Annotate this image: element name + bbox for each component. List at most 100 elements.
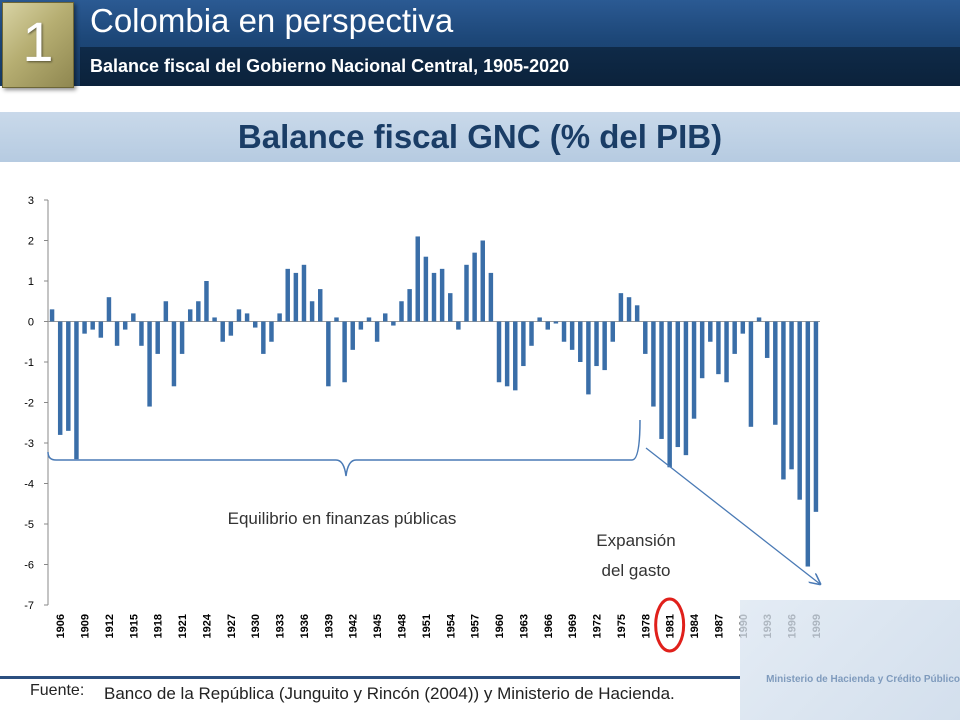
bar-1989 (732, 321, 737, 354)
x-tick-label-1921: 1921 (177, 614, 189, 638)
bar-1991 (748, 321, 754, 427)
bar-1911 (98, 321, 104, 338)
bar-1915 (131, 313, 136, 322)
bar-1972 (594, 321, 599, 367)
expansion-arrow (645, 447, 820, 584)
header-bar (0, 0, 960, 86)
bar-1934 (285, 268, 290, 322)
x-tick-label-1912: 1912 (104, 614, 116, 638)
bar-1981 (667, 321, 672, 468)
bar-1940 (334, 317, 339, 322)
y-tick-label: -5 (24, 519, 34, 531)
bar-1917 (147, 321, 152, 407)
y-tick-label: -3 (24, 438, 34, 450)
y-tick-label: -6 (24, 560, 34, 572)
y-tick-label: -1 (24, 357, 34, 369)
bar-1956 (464, 264, 469, 322)
x-tick-label-1987: 1987 (713, 614, 725, 638)
x-tick-label-1966: 1966 (543, 614, 555, 638)
bar-1918 (155, 321, 160, 354)
bar-1942 (350, 321, 355, 350)
x-tick-label-1948: 1948 (396, 614, 408, 638)
bar-1975 (618, 293, 624, 322)
bar-series (49, 236, 819, 567)
bar-1984 (691, 321, 697, 419)
highlight-circle-1981 (654, 597, 686, 653)
bar-1926 (220, 321, 225, 342)
page-title: Colombia en perspectiva (90, 2, 454, 39)
bar-1970 (578, 321, 583, 362)
bar-1979 (651, 321, 656, 407)
x-tick-label-1984: 1984 (689, 613, 701, 638)
bar-1964 (529, 321, 534, 346)
x-tick-label-1942: 1942 (348, 614, 360, 638)
bar-1987 (716, 321, 721, 375)
bar-1958 (480, 240, 485, 322)
bar-1982 (675, 321, 681, 448)
bar-1929 (244, 313, 250, 322)
bar-1976 (626, 297, 632, 322)
bar-1905 (49, 309, 55, 322)
bar-1999 (813, 321, 819, 512)
x-tick-label-1939: 1939 (323, 614, 335, 638)
x-tick-label-1924: 1924 (201, 613, 213, 638)
bar-1985 (699, 321, 705, 379)
bar-1968 (561, 321, 567, 342)
bar-1996 (789, 321, 794, 470)
x-tick-label-1957: 1957 (470, 614, 482, 638)
bar-1992 (756, 317, 762, 322)
bar-1965 (537, 317, 542, 322)
bar-1919 (163, 301, 169, 322)
y-tick-label: 3 (28, 195, 34, 207)
bar-1971 (586, 321, 591, 395)
bar-1969 (569, 321, 575, 350)
bar-1967 (553, 321, 559, 324)
x-tick-label-1951: 1951 (421, 614, 433, 638)
bar-1948 (399, 301, 404, 322)
bar-1931 (261, 321, 266, 354)
x-tick-label-1906: 1906 (55, 614, 67, 638)
bar-1922 (187, 309, 193, 322)
source-label: Fuente: (30, 682, 85, 699)
bar-1927 (228, 321, 234, 336)
bar-1944 (366, 317, 372, 322)
bar-1954 (448, 293, 453, 322)
bar-1955 (456, 321, 461, 330)
bar-1946 (383, 313, 388, 322)
x-tick-label-1960: 1960 (494, 614, 506, 638)
x-tick-label-1945: 1945 (372, 614, 384, 638)
bar-1990 (740, 321, 746, 334)
x-tick-label-1933: 1933 (275, 614, 287, 638)
bar-1949 (407, 289, 412, 322)
annotation-equilibrio: Equilibrio en finanzas públicas (228, 509, 457, 528)
header-subtitle-band (80, 47, 960, 86)
bar-1912 (106, 297, 112, 322)
bar-1933 (277, 313, 282, 322)
bar-1963 (521, 321, 526, 367)
x-tick-label-1978: 1978 (640, 614, 652, 638)
x-tick-label-1975: 1975 (616, 614, 628, 638)
bar-1913 (114, 321, 120, 346)
bar-1977 (634, 305, 640, 322)
bar-1945 (374, 321, 380, 342)
x-tick-label-1927: 1927 (226, 614, 238, 638)
bar-1953 (439, 268, 445, 322)
x-axis: 1906 1909 1912 1915 1918 1921 1924 1927 1930 1933… (55, 613, 823, 638)
bar-1937 (309, 301, 315, 322)
y-tick-label: -4 (24, 479, 34, 491)
bar-1951 (423, 256, 429, 322)
footer-divider (0, 676, 740, 679)
bar-1906 (57, 321, 63, 435)
annotation-expansion-line1: Expansión (596, 531, 675, 550)
y-tick-label: -2 (24, 398, 34, 410)
section-number: 1 (22, 10, 54, 73)
equilibrium-brace (47, 419, 641, 477)
y-tick-label: -7 (24, 600, 34, 612)
annotation-expansion-line2: del gasto (602, 561, 671, 580)
bar-1998 (805, 321, 811, 567)
x-tick-label-1954: 1954 (445, 613, 457, 638)
source-text: Banco de la República (Junguito y Rincón… (104, 684, 675, 703)
page-subtitle: Balance fiscal del Gobierno Nacional Cen… (90, 56, 570, 76)
bar-1983 (683, 321, 689, 456)
